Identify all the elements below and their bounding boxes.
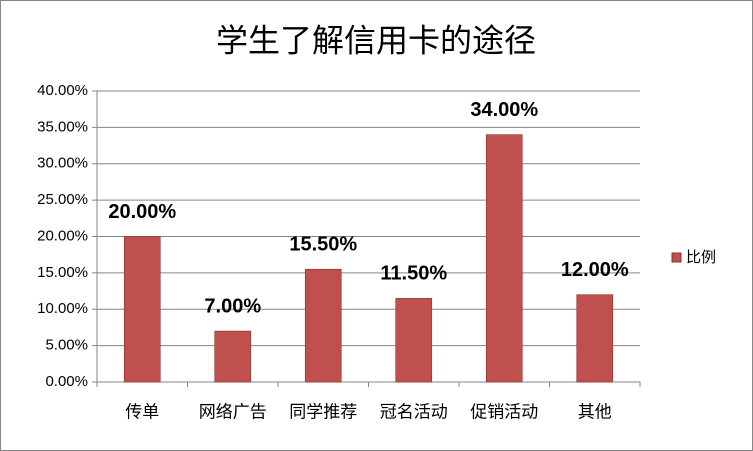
x-tick-label: 冠名活动 [380,402,448,421]
data-label: 11.50% [380,263,447,285]
y-tick-label: 15.00% [37,264,88,281]
bar [395,298,433,383]
data-label: 12.00% [561,259,629,281]
x-tick-label: 同学推荐 [289,402,357,421]
y-tick-label: 35.00% [37,118,88,135]
y-tick-label: 25.00% [37,191,88,208]
data-label: 7.00% [204,295,261,317]
bar [485,134,523,383]
chart-title: 学生了解信用卡的途径 [216,22,536,58]
y-tick-label: 30.00% [37,155,88,172]
data-label: 34.00% [470,99,538,121]
data-label: 15.50% [289,234,357,256]
x-tick-label: 传单 [125,402,159,421]
y-tick-label: 10.00% [37,300,88,317]
y-tick-label: 0.00% [45,373,88,390]
x-tick-label: 网络广告 [199,402,267,421]
bar [123,236,161,383]
legend-label: 比例 [686,249,716,266]
x-tick-label: 促销活动 [470,402,538,421]
bar [214,330,252,383]
x-tick-label: 其他 [578,402,612,421]
y-tick-label: 40.00% [37,82,88,99]
y-tick-label: 20.00% [37,227,88,244]
data-label: 20.00% [108,201,176,223]
legend-swatch [671,252,682,263]
y-tick-label: 5.00% [45,337,88,354]
bar [304,268,342,383]
bar [576,294,614,383]
